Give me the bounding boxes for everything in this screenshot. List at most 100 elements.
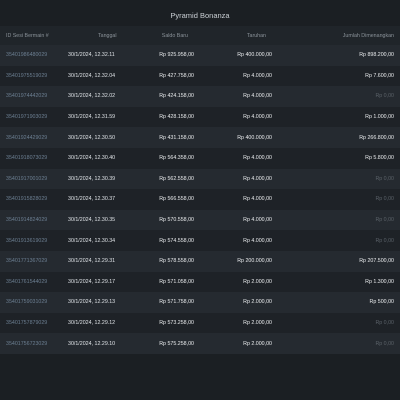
new-balance-cell: Rp 431.158,00 <box>159 134 194 141</box>
table-row[interactable]: 35401913619029 30/1/2024, 12.30.34 Rp 574.… <box>0 230 400 251</box>
win-amount-cell: Rp 1.000,00 <box>365 114 394 121</box>
win-amount-cell: Rp 0,00 <box>375 175 394 182</box>
new-balance-cell: Rp 578.558,00 <box>159 258 194 265</box>
bet-cell: Rp 4.000,00 <box>243 72 272 79</box>
win-amount-cell: Rp 500,00 <box>369 299 394 306</box>
bet-cell: Rp 4.000,00 <box>243 155 272 162</box>
session-id-cell: 35401918073029 <box>6 155 48 162</box>
table-row[interactable]: 35401917001029 30/1/2024, 12.30.39 Rp 562.… <box>0 168 400 190</box>
bet-cell: Rp 2.000,00 <box>243 320 272 327</box>
table-row[interactable]: 35401975519029 30/1/2024, 12.32.04 Rp 427.… <box>0 65 400 87</box>
bet-cell: Rp 2.000,00 <box>243 278 272 285</box>
bet-cell: Rp 4.000,00 <box>243 114 272 121</box>
table-row[interactable]: 35401924429029 30/1/2024, 12.30.50 Rp 431.… <box>0 127 400 148</box>
date-cell: 30/1/2024, 12.30.34 <box>68 237 116 244</box>
table-row[interactable]: 35401986480029 30/1/2024, 12.32.11 Rp 925.… <box>0 45 400 66</box>
header-date: Tanggal <box>98 32 117 39</box>
table-row[interactable]: 35401759031029 30/1/2024, 12.29.13 Rp 571.… <box>0 292 400 313</box>
session-id-cell: 35401913619029 <box>6 237 48 244</box>
game-title: Pyramid Bonanza <box>170 11 230 20</box>
table-body: 35401986480029 30/1/2024, 12.32.11 Rp 925.… <box>0 45 400 354</box>
date-cell: 30/1/2024, 12.30.35 <box>68 217 116 224</box>
date-cell: 30/1/2024, 12.29.10 <box>68 340 116 347</box>
new-balance-cell: Rp 575.258,00 <box>159 340 194 347</box>
new-balance-cell: Rp 566.558,00 <box>159 196 194 203</box>
date-cell: 30/1/2024, 12.30.40 <box>68 155 116 162</box>
session-id-cell: 35401914824029 <box>6 217 48 224</box>
new-balance-cell: Rp 571.058,00 <box>159 278 194 285</box>
date-cell: 30/1/2024, 12.30.37 <box>68 196 116 203</box>
table-row[interactable]: 35401915828029 30/1/2024, 12.30.37 Rp 566.… <box>0 189 400 210</box>
history-table: ID Sesi Bermain # Tanggal Saldo Baru Tar… <box>0 26 400 354</box>
new-balance-cell: Rp 427.758,00 <box>159 72 194 79</box>
bet-cell: Rp 200.000,00 <box>237 258 272 265</box>
table-row[interactable]: 35401757879029 30/1/2024, 12.29.12 Rp 573.… <box>0 312 400 334</box>
session-id-cell: 35401915828029 <box>6 196 48 203</box>
date-cell: 30/1/2024, 12.31.59 <box>68 114 116 121</box>
table-row[interactable]: 35401974442029 30/1/2024, 12.32.02 Rp 424.… <box>0 86 400 107</box>
new-balance-cell: Rp 574.558,00 <box>159 237 194 244</box>
bet-cell: Rp 400.000,00 <box>237 52 272 59</box>
new-balance-cell: Rp 570.558,00 <box>159 217 194 224</box>
table-row[interactable]: 35401771367029 30/1/2024, 12.29.31 Rp 578.… <box>0 250 400 272</box>
date-cell: 30/1/2024, 12.32.04 <box>68 72 116 79</box>
date-cell: 30/1/2024, 12.29.13 <box>68 299 116 306</box>
date-cell: 30/1/2024, 12.29.17 <box>68 278 116 285</box>
header-bet: Taruhan <box>246 32 266 39</box>
date-cell: 30/1/2024, 12.29.31 <box>68 258 116 265</box>
date-cell: 30/1/2024, 12.30.50 <box>68 134 116 141</box>
win-amount-cell: Rp 0,00 <box>375 237 394 244</box>
bet-cell: Rp 2.000,00 <box>243 299 272 306</box>
header-session-id: ID Sesi Bermain # <box>6 32 49 39</box>
bet-cell: Rp 4.000,00 <box>243 175 272 182</box>
session-id-cell: 35401917001029 <box>6 175 48 182</box>
new-balance-cell: Rp 562.558,00 <box>159 175 194 182</box>
bet-cell: Rp 4.000,00 <box>243 196 272 203</box>
win-amount-cell: Rp 7.600,00 <box>365 72 394 79</box>
date-cell: 30/1/2024, 12.32.02 <box>68 93 116 100</box>
win-amount-cell: Rp 207.500,00 <box>359 258 394 265</box>
win-amount-cell: Rp 0,00 <box>375 93 394 100</box>
table-header-row: ID Sesi Bermain # Tanggal Saldo Baru Tar… <box>0 26 400 45</box>
session-id-cell: 35401986480029 <box>6 52 48 59</box>
new-balance-cell: Rp 573.258,00 <box>159 320 194 327</box>
win-amount-cell: Rp 1.300,00 <box>365 278 394 285</box>
empty-footer-area <box>0 354 400 400</box>
new-balance-cell: Rp 564.358,00 <box>159 155 194 162</box>
session-id-cell: 35401759031029 <box>6 299 48 306</box>
table-row[interactable]: 35401918073029 30/1/2024, 12.30.40 Rp 564.… <box>0 147 400 169</box>
table-row[interactable]: 35401971903029 30/1/2024, 12.31.59 Rp 428.… <box>0 106 400 128</box>
win-amount-cell: Rp 5.800,00 <box>365 155 394 162</box>
bet-cell: Rp 2.000,00 <box>243 340 272 347</box>
new-balance-cell: Rp 925.958,00 <box>159 52 194 59</box>
date-cell: 30/1/2024, 12.29.12 <box>68 320 116 327</box>
header-new-balance: Saldo Baru <box>161 32 188 39</box>
bet-cell: Rp 4.000,00 <box>243 237 272 244</box>
session-id-cell: 35401971903029 <box>6 114 48 121</box>
new-balance-cell: Rp 428.158,00 <box>159 114 194 121</box>
session-id-cell: 35401771367029 <box>6 258 48 265</box>
table-row[interactable]: 35401756723029 30/1/2024, 12.29.10 Rp 575.… <box>0 333 400 354</box>
date-cell: 30/1/2024, 12.32.11 <box>68 52 115 59</box>
table-row[interactable]: 35401914824029 30/1/2024, 12.30.35 Rp 570.… <box>0 209 400 231</box>
header-win-amount: Jumlah Dimenangkan <box>342 32 394 39</box>
table-row[interactable]: 35401761544029 30/1/2024, 12.29.17 Rp 571.… <box>0 271 400 293</box>
session-id-cell: 35401974442029 <box>6 93 48 100</box>
win-amount-cell: Rp 0,00 <box>375 217 394 224</box>
win-amount-cell: Rp 0,00 <box>375 320 394 327</box>
session-id-cell: 35401756723029 <box>6 340 48 347</box>
session-id-cell: 35401761544029 <box>6 278 48 285</box>
session-id-cell: 35401975519029 <box>6 72 48 79</box>
date-cell: 30/1/2024, 12.30.39 <box>68 175 116 182</box>
new-balance-cell: Rp 571.758,00 <box>159 299 194 306</box>
bet-cell: Rp 4.000,00 <box>243 217 272 224</box>
session-id-cell: 35401924429029 <box>6 134 48 141</box>
win-amount-cell: Rp 0,00 <box>375 340 394 347</box>
new-balance-cell: Rp 424.158,00 <box>159 93 194 100</box>
win-amount-cell: Rp 898.200,00 <box>359 52 394 59</box>
bet-cell: Rp 4.000,00 <box>243 93 272 100</box>
bet-cell: Rp 400.000,00 <box>237 134 272 141</box>
win-amount-cell: Rp 0,00 <box>375 196 394 203</box>
win-amount-cell: Rp 266.800,00 <box>359 134 394 141</box>
